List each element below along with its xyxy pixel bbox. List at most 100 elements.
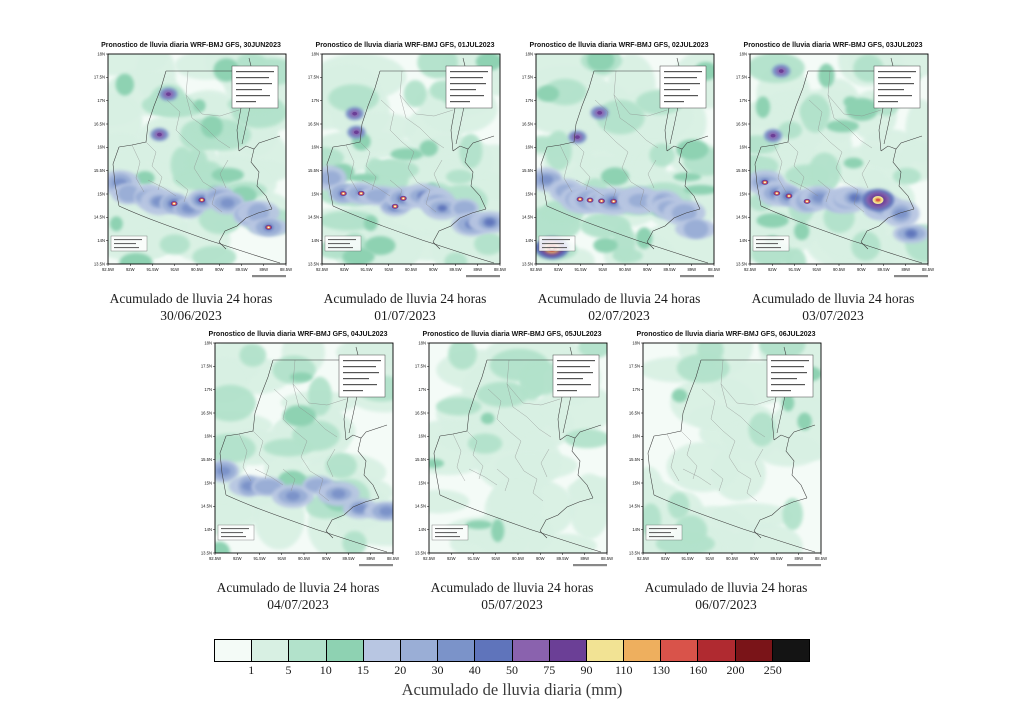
lat-tick-label: 17.5N (736, 75, 747, 80)
lat-tick-label: 14N (311, 238, 319, 243)
lon-tick-label: 91W (705, 556, 714, 561)
lat-tick-label: 17N (632, 387, 640, 392)
caption-date-1: 30/06/2023 (160, 308, 222, 324)
lat-tick-label: 17N (739, 98, 747, 103)
map-caption-2: Acumulado de lluvia 24 horas 01/07/2023 (324, 290, 487, 325)
lat-tick-label: 15.5N (94, 168, 105, 173)
map-footnote-box (752, 235, 790, 252)
lat-tick-label: 17.5N (94, 75, 105, 80)
colorbar-segment-3 (326, 640, 364, 662)
lon-tick-label: 92W (554, 267, 563, 272)
lat-tick-label: 18N (204, 340, 212, 345)
map-footnote-box (217, 524, 255, 540)
lon-tick-label: 91.5W (574, 267, 586, 272)
lon-tick-label: 88.5W (494, 267, 506, 272)
colorbar-segment-13 (698, 640, 736, 662)
panel-title-4: Pronostico de lluvia diaria WRF-BMJ GFS,… (743, 42, 923, 49)
lat-tick-label: 14.5N (308, 215, 319, 220)
lat-tick-label: 18N (525, 51, 533, 56)
colorbar-tick-250: 250 (763, 663, 782, 678)
lon-tick-label: 89W (687, 267, 696, 272)
forecast-panel-7: Pronostico de lluvia diaria WRF-BMJ GFS,… (621, 331, 831, 614)
lat-tick-label: 16.5N (736, 121, 747, 126)
lat-tick-label: 15.5N (308, 168, 319, 173)
lon-tick-label: 89.5W (877, 267, 889, 272)
timestamp-text (680, 275, 714, 278)
lon-tick-label: 90.5W (298, 556, 310, 561)
lat-tick-label: 14N (739, 238, 747, 243)
forecast-panel-1: Pronostico de lluvia diaria WRF-BMJ GFS,… (86, 42, 296, 325)
lon-tick-label: 90.5W (512, 556, 524, 561)
lat-tick-label: 17.5N (415, 363, 426, 368)
lon-tick-label: 92W (126, 267, 135, 272)
caption-text-6: Acumulado de lluvia 24 horas (430, 579, 594, 595)
lon-tick-label: 92W (340, 267, 349, 272)
lat-tick-label: 15N (739, 191, 747, 196)
colorbar-tick-5: 5 (285, 663, 292, 678)
colorbar-tick-90: 90 (580, 663, 593, 678)
colorbar-segment-6 (438, 640, 476, 662)
lat-tick-label: 15.5N (736, 168, 747, 173)
colorbar-tick-20: 20 (394, 663, 407, 678)
caption-text-2: Acumulado de lluvia 24 horas (323, 291, 487, 306)
lon-tick-label: 92W (447, 556, 456, 561)
timestamp-text (252, 275, 286, 278)
lat-tick-label: 16.5N (522, 121, 533, 126)
precip-field (322, 54, 500, 264)
lat-tick-label: 16.5N (308, 121, 319, 126)
lon-tick-label: 90W (536, 556, 545, 561)
caption-date-5: 04/07/2023 (267, 596, 329, 612)
lon-tick-label: 90.5W (619, 267, 631, 272)
caption-text-3: Acumulado de lluvia 24 horas (537, 291, 701, 306)
lat-tick-label: 16.5N (201, 410, 212, 415)
lon-tick-label: 90.5W (726, 556, 738, 561)
lon-tick-label: 89W (901, 267, 910, 272)
colorbar-tick-50: 50 (506, 663, 518, 678)
colorbar-segment-1 (252, 640, 290, 662)
lat-tick-label: 14N (418, 527, 426, 532)
lat-tick-label: 18N (739, 51, 747, 56)
colorbar-strip (214, 639, 810, 663)
precipitation-map-2: 18N 17.5N 17N 16.5N 16N 15.5N 15N 14.5N 14N 13.5N… (308, 51, 506, 278)
lat-tick-label: 14.5N (201, 503, 212, 508)
forecast-panel-5: Pronostico de lluvia diaria WRF-BMJ GFS,… (193, 331, 403, 614)
lon-tick-label: 91W (491, 556, 500, 561)
lon-tick-label: 90.5W (833, 267, 845, 272)
lat-tick-label: 14N (204, 527, 212, 532)
lon-tick-label: 91.5W (681, 556, 693, 561)
caption-date-2: 01/07/2023 (374, 308, 436, 324)
lat-tick-label: 15N (97, 191, 105, 196)
lat-tick-label: 13.5N (736, 261, 747, 266)
caption-date-6: 05/07/2023 (481, 596, 543, 612)
lat-tick-label: 17N (204, 387, 212, 392)
panel-title-6: Pronostico de lluvia diaria WRF-BMJ GFS,… (422, 330, 602, 338)
map-caption-1: Acumulado de lluvia 24 horas 30/06/2023 (110, 290, 273, 325)
colorbar-segment-5 (400, 640, 439, 662)
colorbar-tick-160: 160 (689, 663, 708, 678)
lat-tick-label: 13.5N (629, 550, 640, 555)
precip-field (536, 54, 714, 264)
map-caption-7: Acumulado de lluvia 24 horas 06/07/2023 (645, 579, 808, 614)
lon-tick-label: 91.5W (360, 267, 372, 272)
lon-tick-label: 91W (170, 267, 179, 272)
colorbar-segment-15 (772, 640, 809, 662)
lat-tick-label: 17N (418, 387, 426, 392)
lon-tick-label: 88.5W (280, 267, 292, 272)
panel-title-7: Pronostico de lluvia diaria WRF-BMJ GFS,… (636, 330, 816, 338)
lat-tick-label: 15N (418, 480, 426, 485)
lon-tick-label: 90W (750, 556, 759, 561)
lon-tick-label: 92.5W (102, 267, 114, 272)
note-box (873, 65, 921, 109)
lat-tick-label: 14.5N (94, 215, 105, 220)
lat-tick-label: 14N (97, 238, 105, 243)
colorbar-segment-14 (735, 640, 773, 662)
lat-tick-label: 17.5N (201, 363, 212, 368)
colorbar-ticks: 1 5 10 15 20 30 40 50 75 90 110 130 160 200 250 (214, 662, 810, 679)
lat-tick-label: 13.5N (308, 261, 319, 266)
colorbar-segment-0 (215, 640, 253, 662)
lon-tick-label: 92.5W (209, 556, 221, 561)
lon-tick-label: 89W (259, 267, 268, 272)
panel-title-3: Pronostico de lluvia diaria WRF-BMJ GFS,… (529, 42, 709, 49)
lon-tick-label: 88.5W (708, 267, 720, 272)
timestamp-text (894, 275, 928, 278)
